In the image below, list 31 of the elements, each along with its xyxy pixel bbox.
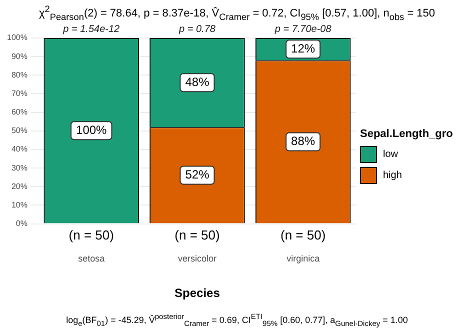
annotation: p = 7.70e-08 (274, 24, 332, 35)
data-label: 52% (185, 168, 210, 182)
chart-title: χ$^{2}$$_{Pearson}$(2) = 78.64, p = 8.37e-18, V̂$_{Cramer}$ = 0.72, CI$_{95%}$ [0.57, 1.00], n$_{obs}$ = 150 (38, 4, 436, 22)
y-tick-label: 10% (11, 200, 28, 210)
y-tick-label: 80% (11, 70, 28, 80)
y-tick-label: 30% (11, 163, 28, 172)
text: (n = 50) (280, 227, 326, 242)
data-label: 100% (76, 122, 108, 137)
text: log$_{e}$(BF$_{01}$) = -45.29, V̂$^{posterior}$$_{Cramer}$ = 0.69, CI$^{ETI}$$_{95%}$ [0.60, 0.77], a$_{Gunel-Dickey}$ = 1.00 (66, 312, 408, 328)
y-tick-label: 20% (11, 182, 28, 191)
y-tick-label: 60% (11, 108, 28, 117)
y-tick-label: 0% (16, 219, 28, 228)
legend-title: Sepal.Length_gro (360, 128, 454, 140)
text: (n = 50) (174, 227, 220, 242)
x-tick-label: virginica (286, 254, 320, 264)
annotation: p = 1.54e-12 (62, 24, 120, 35)
data-label: 12% (291, 41, 316, 56)
y-tick-label: 100% (6, 33, 28, 42)
y-tick-label: 90% (11, 52, 28, 61)
x-axis-title: Species (174, 286, 220, 300)
legend-label: high (383, 170, 402, 181)
y-tick-label: 70% (11, 88, 28, 98)
x-tick-label: versicolor (178, 254, 216, 264)
y-tick-label: 40% (11, 144, 28, 154)
annotation: p = 0.78 (178, 24, 216, 35)
y-tick-label: 50% (11, 126, 28, 136)
data-label: 88% (291, 134, 316, 148)
x-tick-label: setosa (78, 254, 105, 264)
data-label: 48% (185, 74, 210, 89)
text: (n = 50) (68, 227, 114, 242)
text: low (383, 149, 398, 160)
